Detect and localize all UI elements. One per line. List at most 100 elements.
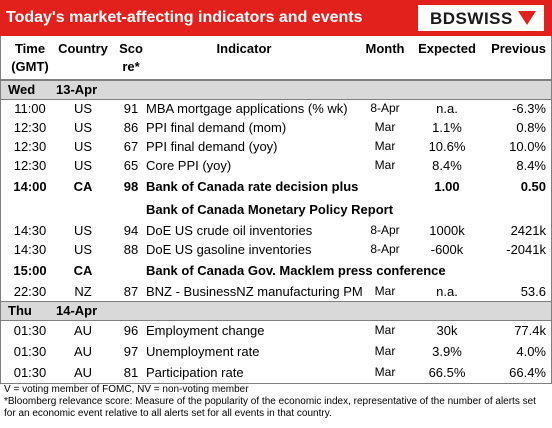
score-cell: 88 <box>123 242 139 257</box>
column-header: Indicator <box>216 41 272 56</box>
country-cell: AU <box>73 365 93 380</box>
header-bar: Today's market-affecting indicators and … <box>0 0 552 36</box>
indicator-cell: Participation rate <box>146 365 244 380</box>
previous-cell: 66.4% <box>509 365 546 380</box>
indicator-cell: MBA mortgage applications (% wk) <box>146 101 348 116</box>
column-header: Previous <box>491 41 546 56</box>
score-cell: 81 <box>123 365 139 380</box>
score-cell: 98 <box>123 179 139 194</box>
expected-cell: 1000k <box>429 223 465 238</box>
previous-cell: 10.0% <box>509 139 546 154</box>
time-cell: 01:30 <box>13 323 47 338</box>
expected-cell: -600k <box>430 242 464 257</box>
month-cell: Mar <box>374 139 396 153</box>
column-header: Sco <box>119 41 143 56</box>
country-cell: CA <box>73 179 93 194</box>
score-cell: 97 <box>123 344 139 359</box>
previous-cell: 2421k <box>510 223 546 238</box>
score-cell: 86 <box>123 120 139 135</box>
month-cell: Mar <box>374 284 396 298</box>
time-cell: 15:00 <box>13 263 47 278</box>
time-cell: 12:30 <box>13 158 47 173</box>
score-cell: 87 <box>123 284 139 299</box>
indicator-cell: Bank of Canada Monetary Policy Report <box>146 202 394 217</box>
row-rule <box>0 99 552 100</box>
expected-cell: n.a. <box>436 284 458 299</box>
score-cell: 65 <box>123 158 139 173</box>
previous-cell: 4.0% <box>516 344 546 359</box>
expected-cell: 66.5% <box>428 365 466 380</box>
day-row <box>0 80 552 99</box>
country-cell: US <box>73 139 93 154</box>
country-cell: NZ <box>74 284 92 299</box>
previous-cell: 77.4k <box>514 323 546 338</box>
column-header: Time <box>14 41 46 56</box>
expected-cell: 8.4% <box>432 158 462 173</box>
country-cell: AU <box>73 344 93 359</box>
header-rule <box>0 79 552 80</box>
indicator-cell: Employment change <box>146 323 265 338</box>
expected-cell: 1.1% <box>432 120 462 135</box>
logo: BDSWISS <box>418 5 544 31</box>
expected-cell: 1.00 <box>434 179 460 194</box>
day-row <box>0 301 552 320</box>
indicator-cell: PPI final demand (mom) <box>146 120 287 135</box>
logo-icon <box>518 11 536 25</box>
time-cell: 01:30 <box>13 365 47 380</box>
score-cell: 96 <box>123 323 139 338</box>
time-cell: 14:30 <box>13 242 47 257</box>
time-cell: 11:00 <box>14 101 46 116</box>
indicator-cell: DoE US gasoline inventories <box>146 242 312 257</box>
time-cell: 12:30 <box>13 139 47 154</box>
previous-cell: 0.8% <box>516 120 546 135</box>
column-header: Expected <box>418 41 476 56</box>
bottom-rule <box>0 383 552 384</box>
expected-cell: 10.6% <box>428 139 466 154</box>
score-cell: 91 <box>123 101 139 116</box>
indicator-cell: DoE US crude oil inventories <box>146 223 313 238</box>
column-header: Month <box>365 41 405 56</box>
month-cell: 8-Apr <box>370 242 400 256</box>
expected-cell: 30k <box>436 323 458 338</box>
indicator-cell: Bank of Canada rate decision plus <box>146 179 359 194</box>
month-cell: Mar <box>374 365 396 379</box>
indicator-cell: Core PPI (yoy) <box>146 158 232 173</box>
month-cell: Mar <box>374 158 396 172</box>
month-cell: Mar <box>374 323 396 337</box>
time-cell: 14:30 <box>13 223 47 238</box>
previous-cell: 8.4% <box>516 158 546 173</box>
expected-cell: 3.9% <box>432 344 462 359</box>
row-rule <box>0 80 552 81</box>
country-cell: AU <box>73 323 93 338</box>
day-label: Thu <box>8 303 32 318</box>
time-cell: 14:00 <box>13 179 47 194</box>
month-cell: 8-Apr <box>370 223 400 237</box>
country-cell: US <box>73 242 93 257</box>
score-cell: 94 <box>123 223 139 238</box>
column-header: Country <box>58 41 108 56</box>
previous-cell: -2041k <box>506 242 546 257</box>
previous-cell: 0.50 <box>520 179 546 194</box>
indicator-cell: Unemployment rate <box>146 344 260 359</box>
day-label: Wed <box>8 82 36 97</box>
left-border <box>0 36 1 383</box>
score-cell: 67 <box>123 139 139 154</box>
column-header: (GMT) <box>11 59 49 74</box>
country-cell: CA <box>73 263 93 278</box>
country-cell: US <box>73 101 93 116</box>
indicator-cell: PPI final demand (yoy) <box>146 139 278 154</box>
month-cell: Mar <box>374 344 396 358</box>
indicator-cell: BNZ - BusinessNZ manufacturing PM <box>146 284 363 299</box>
day-date: 13-Apr <box>56 82 98 97</box>
logo-text: BDSWISS <box>430 9 513 28</box>
month-cell: Mar <box>374 120 396 134</box>
footnote: *Bloomberg relevance score: Measure of t… <box>4 396 536 419</box>
indicator-cell: Bank of Canada Gov. Macklem press confer… <box>146 263 446 278</box>
expected-cell: n.a. <box>436 101 458 116</box>
title: Today's market-affecting indicators and … <box>6 9 363 26</box>
previous-cell: -6.3% <box>512 101 546 116</box>
row-rule <box>0 301 552 302</box>
previous-cell: 53.6 <box>520 284 546 299</box>
time-cell: 22:30 <box>13 284 47 299</box>
